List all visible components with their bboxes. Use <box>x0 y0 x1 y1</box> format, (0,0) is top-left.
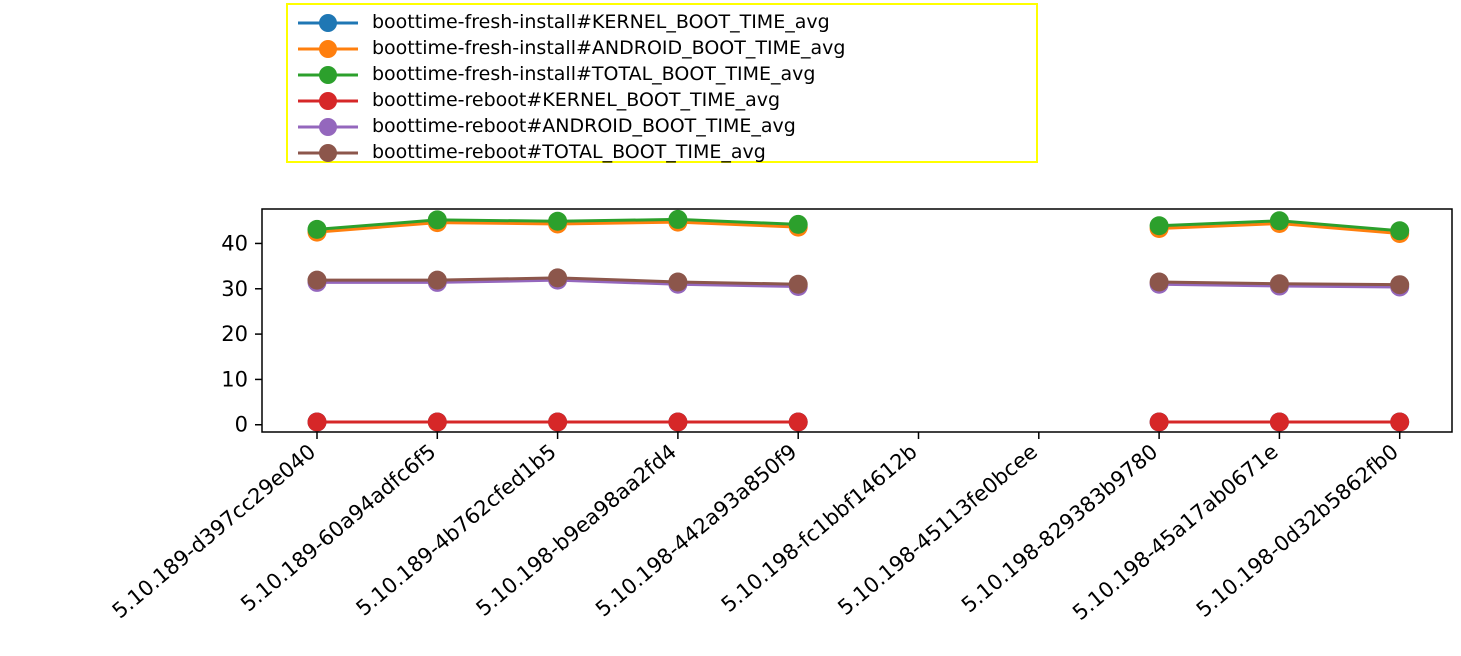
data-point <box>307 219 327 239</box>
legend-entry: boottime-fresh-install#KERNEL_BOOT_TIME_… <box>288 10 1028 36</box>
data-point <box>1269 274 1289 294</box>
data-point <box>668 209 688 229</box>
legend-entry: boottime-fresh-install#ANDROID_BOOT_TIME… <box>288 36 1028 62</box>
data-point <box>307 270 327 290</box>
legend-marker-icon <box>298 40 358 58</box>
data-point <box>1149 272 1169 292</box>
data-point <box>668 272 688 292</box>
data-point <box>668 412 688 432</box>
legend-entry: boottime-reboot#KERNEL_BOOT_TIME_avg <box>288 88 1028 114</box>
legend-marker-icon <box>298 14 358 32</box>
data-point <box>1269 211 1289 231</box>
legend-marker-icon <box>298 118 358 136</box>
x-tick-label: 5.10.189-60a94adfc6f5 <box>236 439 440 616</box>
x-tick-label: 5.10.198-45113fe0bcee <box>833 439 1042 620</box>
data-point <box>307 412 327 432</box>
data-point <box>548 211 568 231</box>
data-point <box>788 274 808 294</box>
x-tick-label: 5.10.198-fc1bbf14612b <box>717 439 922 617</box>
x-tick-label: 5.10.189-d397cc29e040 <box>108 439 321 623</box>
x-tick-label: 5.10.198-b9ea98aa2fd4 <box>472 439 682 620</box>
y-tick-label: 20 <box>221 322 248 346</box>
y-tick-label: 0 <box>235 413 248 437</box>
legend: boottime-fresh-install#KERNEL_BOOT_TIME_… <box>286 3 1038 163</box>
legend-label: boottime-reboot#KERNEL_BOOT_TIME_avg <box>372 89 781 111</box>
legend-entry: boottime-reboot#TOTAL_BOOT_TIME_avg <box>288 140 1028 166</box>
legend-marker-icon <box>298 92 358 110</box>
legend-entry: boottime-fresh-install#TOTAL_BOOT_TIME_a… <box>288 62 1028 88</box>
x-tick-label: 5.10.198-442a93a850f9 <box>591 439 801 621</box>
y-tick-label: 30 <box>221 277 248 301</box>
data-point <box>1390 221 1410 241</box>
plot-frame <box>261 208 1453 433</box>
legend-label: boottime-fresh-install#TOTAL_BOOT_TIME_a… <box>372 63 816 85</box>
legend-label: boottime-fresh-install#KERNEL_BOOT_TIME_… <box>372 11 830 33</box>
x-tick-label: 5.10.198-0d32b5862fb0 <box>1192 439 1403 622</box>
data-point <box>1390 412 1410 432</box>
data-point <box>1390 275 1410 295</box>
legend-entry: boottime-reboot#ANDROID_BOOT_TIME_avg <box>288 114 1028 140</box>
data-point <box>548 412 568 432</box>
data-point <box>1149 216 1169 236</box>
legend-marker-icon <box>298 66 358 84</box>
x-tick-label: 5.10.198-45a17ab0671e <box>1068 439 1283 624</box>
legend-label: boottime-reboot#ANDROID_BOOT_TIME_avg <box>372 115 796 137</box>
legend-label: boottime-fresh-install#ANDROID_BOOT_TIME… <box>372 37 846 59</box>
data-point <box>427 270 447 290</box>
data-point <box>1149 412 1169 432</box>
data-point <box>427 412 447 432</box>
legend-label: boottime-reboot#TOTAL_BOOT_TIME_avg <box>372 141 766 163</box>
y-tick-label: 10 <box>221 367 248 391</box>
data-point <box>427 210 447 230</box>
data-point <box>788 412 808 432</box>
y-tick-label: 40 <box>221 231 248 255</box>
data-point <box>1269 412 1289 432</box>
legend-marker-icon <box>298 144 358 162</box>
x-tick-label: 5.10.198-829383b9780 <box>957 439 1162 617</box>
x-tick-label: 5.10.189-4b762cfed1b5 <box>351 439 560 620</box>
data-point <box>548 268 568 288</box>
data-point <box>788 214 808 234</box>
